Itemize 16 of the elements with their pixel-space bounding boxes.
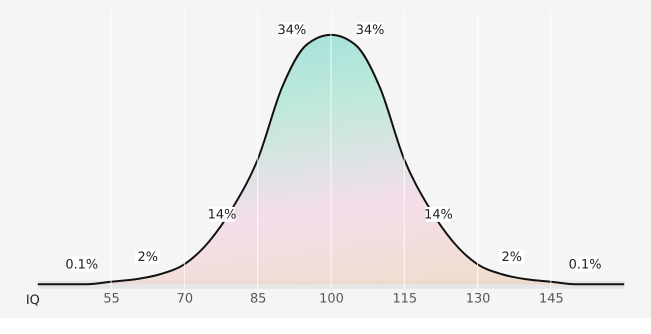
annotation: 14% [208, 207, 236, 222]
x-tick-label: 100 [319, 292, 344, 307]
annotation: 0.1% [65, 257, 98, 272]
x-axis-title: IQ [26, 293, 40, 308]
annotation: 2% [502, 250, 522, 265]
annotation: 0.1% [568, 257, 602, 272]
annotation: 2% [137, 250, 158, 265]
x-tick-label: 145 [539, 292, 564, 307]
annotation: 34% [356, 22, 384, 38]
x-tick-label: 85 [250, 292, 266, 307]
annotation: 34% [278, 22, 306, 38]
x-tick-label: 70 [176, 292, 194, 307]
annotation: 14% [424, 207, 453, 222]
x-tick-label: 115 [392, 292, 418, 307]
x-tick-label: 55 [103, 292, 120, 307]
x-tick-label: 130 [466, 292, 490, 307]
